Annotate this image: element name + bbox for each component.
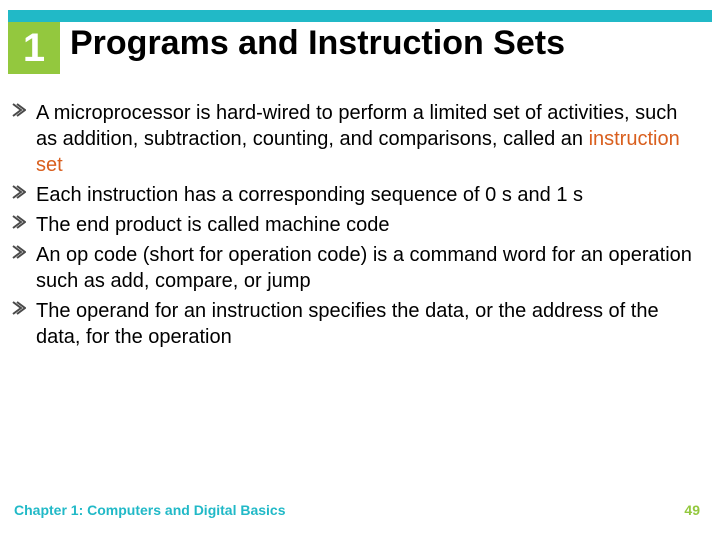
arrow-bullet-icon — [12, 245, 30, 259]
bullet-text: A microprocessor is hard-wired to perfor… — [36, 100, 700, 178]
footer-chapter-title: Chapter 1: Computers and Digital Basics — [14, 502, 286, 518]
chapter-number: 1 — [23, 26, 45, 71]
bullet-item: The end product is called machine code — [12, 212, 700, 238]
top-accent-bar — [8, 10, 712, 22]
content-area: A microprocessor is hard-wired to perfor… — [12, 100, 700, 354]
bullet-text: The operand for an instruction specifies… — [36, 298, 700, 350]
bullet-text: The end product is called machine code — [36, 212, 700, 238]
arrow-bullet-icon — [12, 185, 30, 199]
page-number: 49 — [684, 502, 700, 518]
footer: Chapter 1: Computers and Digital Basics … — [14, 502, 700, 518]
arrow-bullet-icon — [12, 103, 30, 117]
bullet-item: Each instruction has a corresponding seq… — [12, 182, 700, 208]
chapter-number-box: 1 — [8, 22, 60, 74]
slide-title: Programs and Instruction Sets — [70, 24, 565, 63]
bullet-item: An op code (short for operation code) is… — [12, 242, 700, 294]
bullet-text: An op code (short for operation code) is… — [36, 242, 700, 294]
arrow-bullet-icon — [12, 301, 30, 315]
arrow-bullet-icon — [12, 215, 30, 229]
bullet-text: Each instruction has a corresponding seq… — [36, 182, 700, 208]
bullet-item: A microprocessor is hard-wired to perfor… — [12, 100, 700, 178]
bullet-item: The operand for an instruction specifies… — [12, 298, 700, 350]
